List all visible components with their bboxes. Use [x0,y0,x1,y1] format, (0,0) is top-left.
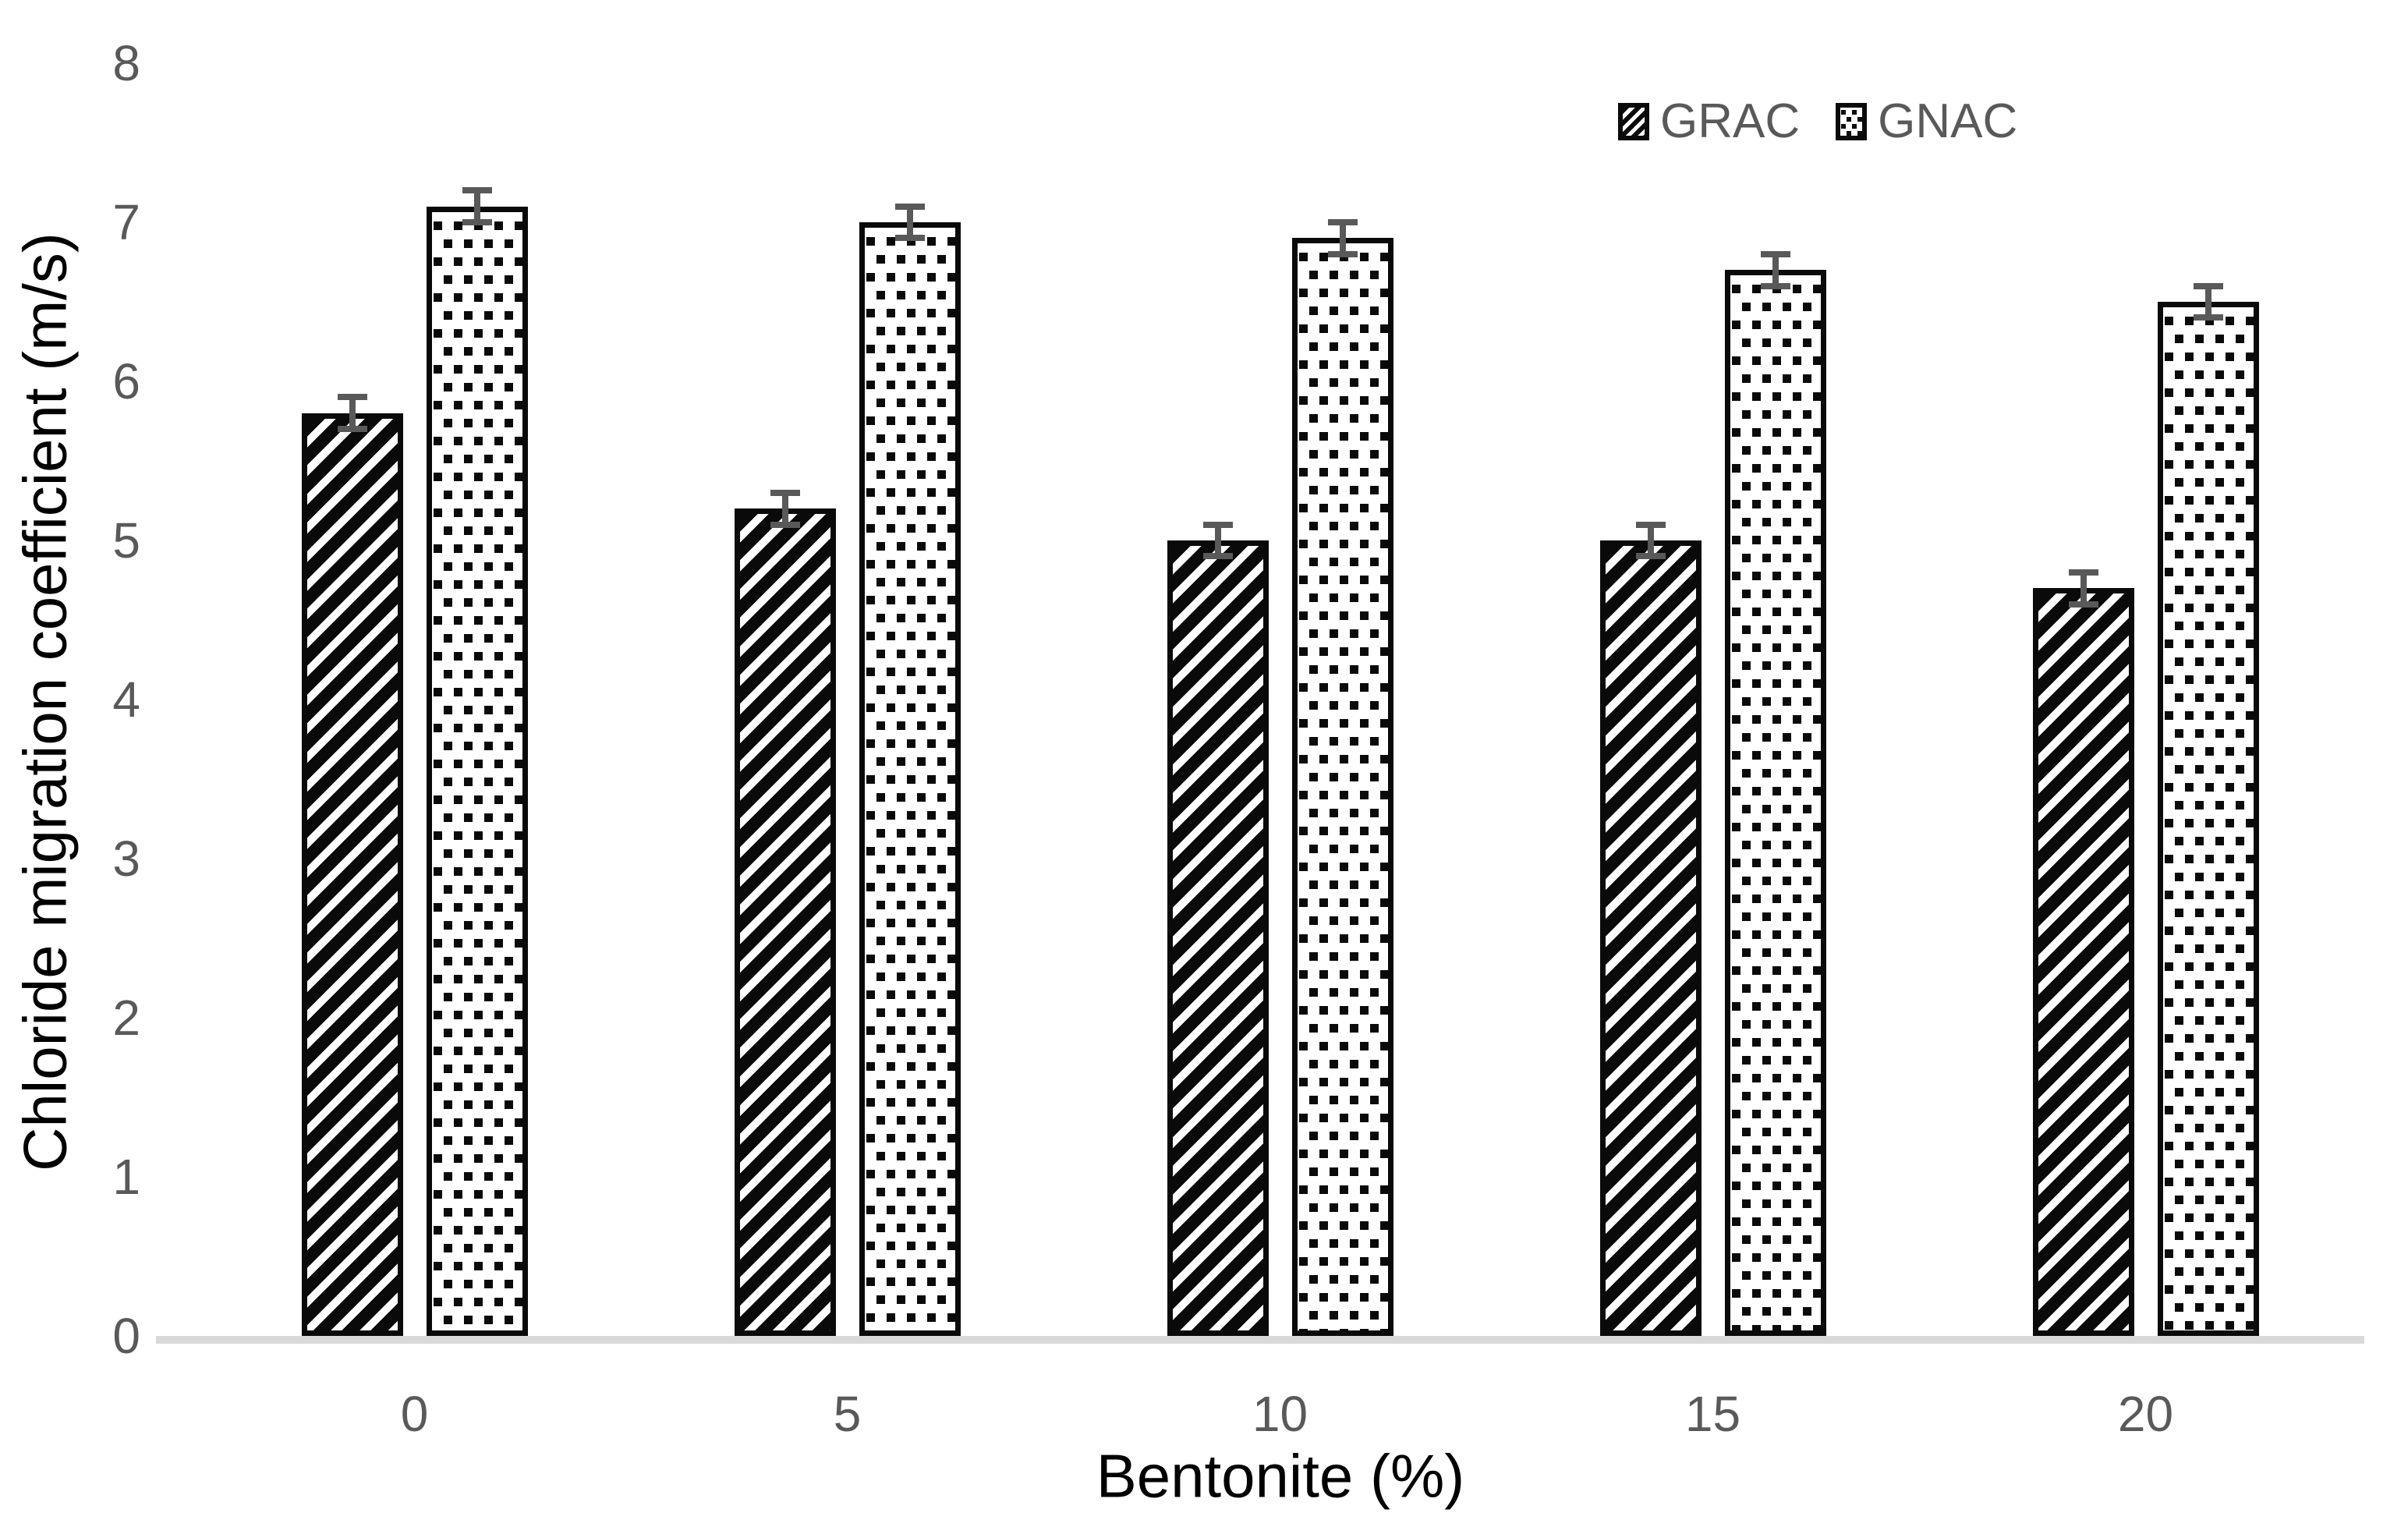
error-bar-whisker [2204,289,2211,315]
bar-gnac-0pct [426,206,528,1336]
error-bar-grac-10pct [1202,521,1233,560]
error-bar-whisker [1647,527,1654,554]
error-bar-gnac-15pct [1760,250,1790,289]
error-bar-whisker [781,495,788,522]
gnac-dots-swatch-icon [1836,102,1868,140]
bar-gnac-5pct [859,222,961,1336]
error-bar-whisker [906,209,913,236]
error-bar-grac-20pct [2068,569,2098,608]
x-axis-line [156,1336,2364,1344]
x-tick-label-5: 5 [833,1386,862,1442]
bar-grac-5pct [734,508,836,1336]
bar-gnac-15pct [1724,270,1826,1336]
bar-grac-0pct [301,413,403,1336]
x-tick-label-20: 20 [2117,1386,2174,1442]
x-tick-label-0: 0 [400,1386,429,1442]
error-bar-gnac-0pct [462,187,492,225]
error-bar-grac-15pct [1635,521,1666,560]
x-tick-label-10: 10 [1252,1386,1308,1442]
legend: GRAC GNAC [1618,94,2017,149]
y-tick-label-2: 2 [112,990,140,1046]
grac-hatch-swatch-icon [1618,102,1649,140]
y-tick-label-4: 4 [112,671,140,728]
y-tick-label-6: 6 [112,353,140,409]
y-tick-label-1: 1 [112,1149,140,1205]
bar-gnac-10pct [1291,238,1393,1336]
y-tick-label-8: 8 [112,35,140,91]
legend-entry-gnac: GNAC [1836,94,2017,149]
y-axis-ticks: 0 1 2 3 4 5 6 7 8 [0,0,140,1534]
error-bar-whisker [1339,225,1346,251]
legend-entry-grac: GRAC [1618,94,1800,149]
y-tick-label-0: 0 [112,1308,140,1364]
error-bar-grac-0pct [337,394,367,433]
x-tick-label-15: 15 [1684,1386,1741,1442]
y-tick-label-7: 7 [112,194,140,250]
error-bar-grac-5pct [770,489,800,528]
x-axis-title: Bentonite (%) [1096,1441,1465,1511]
error-bar-whisker [473,193,480,219]
bar-grac-15pct [1599,540,1702,1336]
bar-grac-10pct [1167,540,1269,1336]
error-bar-whisker [1772,257,1779,283]
error-bar-gnac-5pct [894,203,925,242]
y-tick-label-3: 3 [112,831,140,887]
y-tick-label-5: 5 [112,512,140,569]
legend-label-gnac: GNAC [1878,94,2018,148]
error-bar-whisker [349,400,356,427]
x-axis-ticks: 0 5 10 15 20 [198,1386,2362,1476]
error-bar-whisker [2080,575,2087,601]
error-bar-whisker [1214,527,1221,554]
legend-label-grac: GRAC [1660,94,1801,148]
error-bar-gnac-20pct [2193,282,2223,321]
bar-gnac-20pct [2157,302,2259,1336]
bar-grac-20pct [2032,588,2134,1336]
error-bar-gnac-10pct [1327,219,1358,257]
